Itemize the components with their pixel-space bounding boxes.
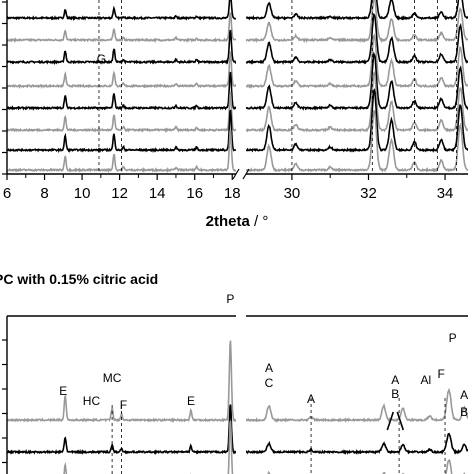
- peak-label-C: C: [265, 376, 274, 390]
- x-axis-title: 2theta / °: [206, 213, 269, 230]
- top-left-x-tick-label: 12: [111, 185, 128, 202]
- bottom-right-plot-area: [246, 387, 468, 474]
- top-right-trace-7: [246, 88, 468, 153]
- peak-label-P: P: [449, 331, 457, 345]
- axis-break-mark: [242, 168, 250, 180]
- x-axis-title-bold: 2theta: [206, 213, 251, 230]
- top-right-trace-1: [246, 0, 468, 21]
- bottom-right-traces: [246, 387, 468, 474]
- bottom-right-trace-3: [267, 458, 466, 474]
- peak-label-HC: HC: [83, 394, 101, 408]
- top-right-trace-6: [246, 71, 468, 133]
- axis-break-mark: [232, 168, 240, 180]
- top-right-x-tick-label: 30: [284, 185, 301, 202]
- top-left-x-tick-label: 10: [74, 185, 91, 202]
- top-left-trace-2: [7, 12, 236, 44]
- peak-label-B: B: [460, 405, 468, 419]
- top-panel: 6 8 10 12 14 16 18 30 32 34 G 2theta / °: [2, 0, 468, 230]
- panel-title: PC with 0.15% citric acid: [0, 271, 158, 287]
- peak-label-A: A: [307, 392, 315, 406]
- peak-label-F: F: [120, 398, 127, 412]
- bottom-right-trace-2: [246, 432, 468, 456]
- peak-label-P: P: [226, 292, 234, 306]
- peak-split-line: [396, 411, 405, 431]
- peak-label-E: E: [187, 394, 195, 408]
- top-right-plot-area: [246, 0, 468, 173]
- peak-label-MC: MC: [103, 371, 122, 385]
- top-left-x-tick-label: 14: [149, 185, 166, 202]
- peak-label-A: A: [391, 373, 399, 387]
- top-left-trace-4: [7, 50, 236, 90]
- top-right-traces: [246, 0, 468, 173]
- peak-label-F: F: [438, 367, 445, 381]
- peak-label-Al: Al: [421, 373, 432, 387]
- bottom-axes: [2, 315, 468, 474]
- top-right-trace-3: [246, 12, 468, 65]
- top-right-x-tick-label: 32: [360, 185, 377, 202]
- bottom-right-trace-1: [246, 387, 468, 423]
- top-right-trace-5: [246, 51, 468, 111]
- peak-label-A: A: [460, 388, 468, 402]
- top-left-x-tick-label: 6: [3, 185, 11, 202]
- top-right-trace-8: [246, 110, 468, 173]
- x-axis-title-unit: / °: [250, 213, 269, 230]
- peak-label-B: B: [391, 387, 399, 401]
- top-left-trace-7: [7, 109, 236, 154]
- top-right-x-tick-label: 34: [437, 185, 454, 202]
- peak-label-A: A: [265, 361, 273, 375]
- peak-label-G: G: [97, 52, 106, 66]
- top-right-trace-4: [246, 33, 468, 89]
- peak-split-line: [386, 411, 395, 431]
- top-left-trace-3: [7, 29, 236, 66]
- top-left-x-tick-label: 16: [186, 185, 203, 202]
- top-left-x-tick-label: 8: [40, 185, 48, 202]
- top-right-trace-2: [246, 0, 468, 44]
- peak-label-E: E: [59, 384, 67, 398]
- top-left-x-tick-label: 18: [224, 185, 241, 202]
- top-axes: 6 8 10 12 14 16 18 30 32 34 G: [2, 0, 468, 202]
